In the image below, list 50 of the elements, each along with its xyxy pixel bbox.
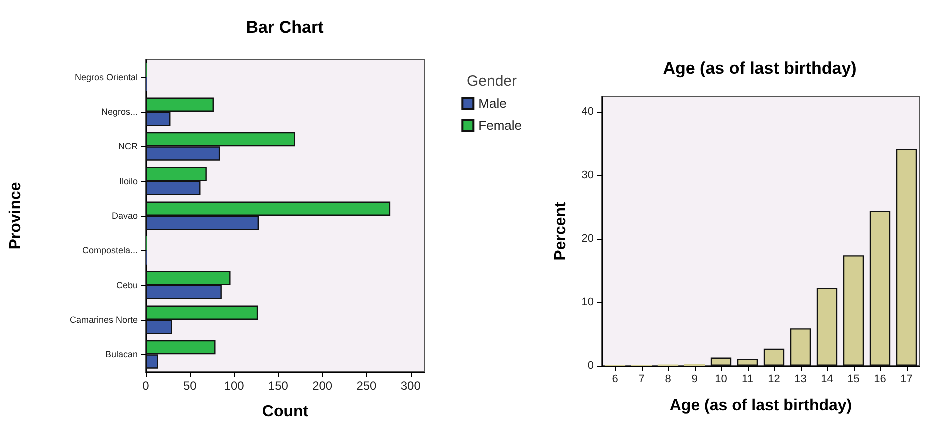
y-tick-label: Bulacan bbox=[105, 350, 138, 360]
bar bbox=[843, 256, 864, 366]
chart-title: Bar Chart bbox=[246, 18, 324, 37]
bar bbox=[710, 358, 732, 366]
bar bbox=[790, 328, 812, 366]
x-tick-label: 14 bbox=[821, 374, 834, 386]
y-tick-label: Cebu bbox=[116, 280, 138, 290]
y-tick-label: Davao bbox=[112, 211, 138, 221]
y-tick-label: Camarines Norte bbox=[70, 315, 138, 325]
y-tick-label: Negros... bbox=[101, 107, 138, 117]
x-tick-label: 16 bbox=[874, 374, 886, 386]
x-tick-label: 200 bbox=[312, 379, 333, 393]
y-tick-label: 10 bbox=[582, 296, 594, 309]
x-tick-label: 17 bbox=[900, 374, 913, 386]
x-tick-label: 300 bbox=[400, 379, 422, 393]
x-tick-label: 12 bbox=[768, 374, 780, 386]
legend-label: Female bbox=[478, 118, 522, 133]
x-axis-title: Count bbox=[262, 404, 310, 420]
x-tick-label: 15 bbox=[848, 374, 860, 386]
x-tick-label: 13 bbox=[794, 374, 807, 386]
x-tick-label: 10 bbox=[715, 374, 728, 386]
x-tick-label: 11 bbox=[742, 374, 754, 386]
bar bbox=[816, 288, 838, 366]
y-tick-label: 20 bbox=[582, 233, 594, 246]
chart-title: Age (as of last birthday) bbox=[663, 59, 857, 78]
x-tick-label: 0 bbox=[142, 379, 150, 393]
legend-title: Gender bbox=[466, 73, 518, 90]
x-tick-label: 50 bbox=[183, 379, 198, 393]
x-tick-label: 7 bbox=[638, 374, 645, 386]
y-tick-label: 30 bbox=[582, 170, 594, 182]
legend-label: Male bbox=[478, 96, 507, 111]
y-tick-label: Compostela... bbox=[82, 246, 138, 256]
bar bbox=[737, 359, 758, 366]
x-tick-label: 8 bbox=[665, 374, 672, 386]
y-axis-title: Province bbox=[8, 182, 24, 250]
y-tick-label: 40 bbox=[582, 106, 594, 118]
bar bbox=[764, 348, 785, 366]
x-tick-label: 250 bbox=[356, 379, 378, 393]
x-tick-label: 9 bbox=[692, 374, 698, 386]
x-tick-label: 6 bbox=[612, 374, 618, 386]
y-axis-title: Percent bbox=[552, 201, 570, 261]
y-tick-label: Negros Oriental bbox=[74, 72, 138, 82]
x-tick-label: 100 bbox=[224, 379, 245, 393]
bar bbox=[896, 149, 918, 366]
x-tick-label: 150 bbox=[268, 379, 289, 393]
x-axis-title: Age (as of last birthday) bbox=[670, 398, 852, 414]
y-tick-label: 0 bbox=[588, 360, 594, 372]
y-tick-label: NCR bbox=[118, 142, 138, 152]
bar bbox=[870, 211, 891, 366]
y-tick-label: Iloilo bbox=[119, 176, 138, 186]
